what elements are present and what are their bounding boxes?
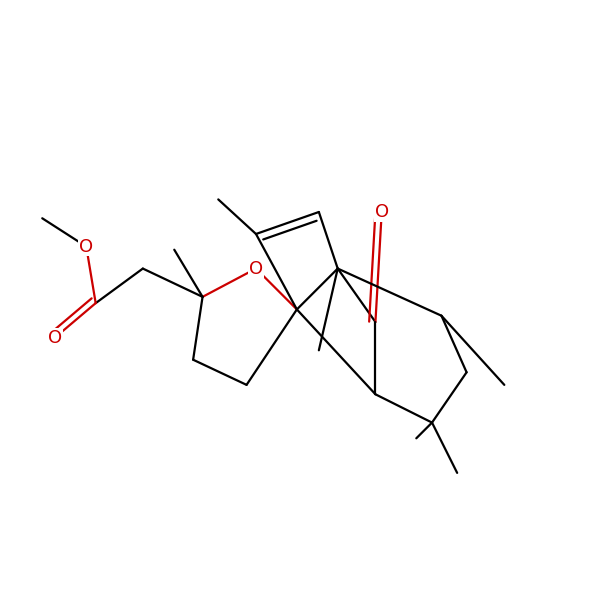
Text: O: O [374,203,389,221]
Text: O: O [79,238,94,256]
Text: O: O [249,260,263,278]
Text: O: O [48,329,62,347]
